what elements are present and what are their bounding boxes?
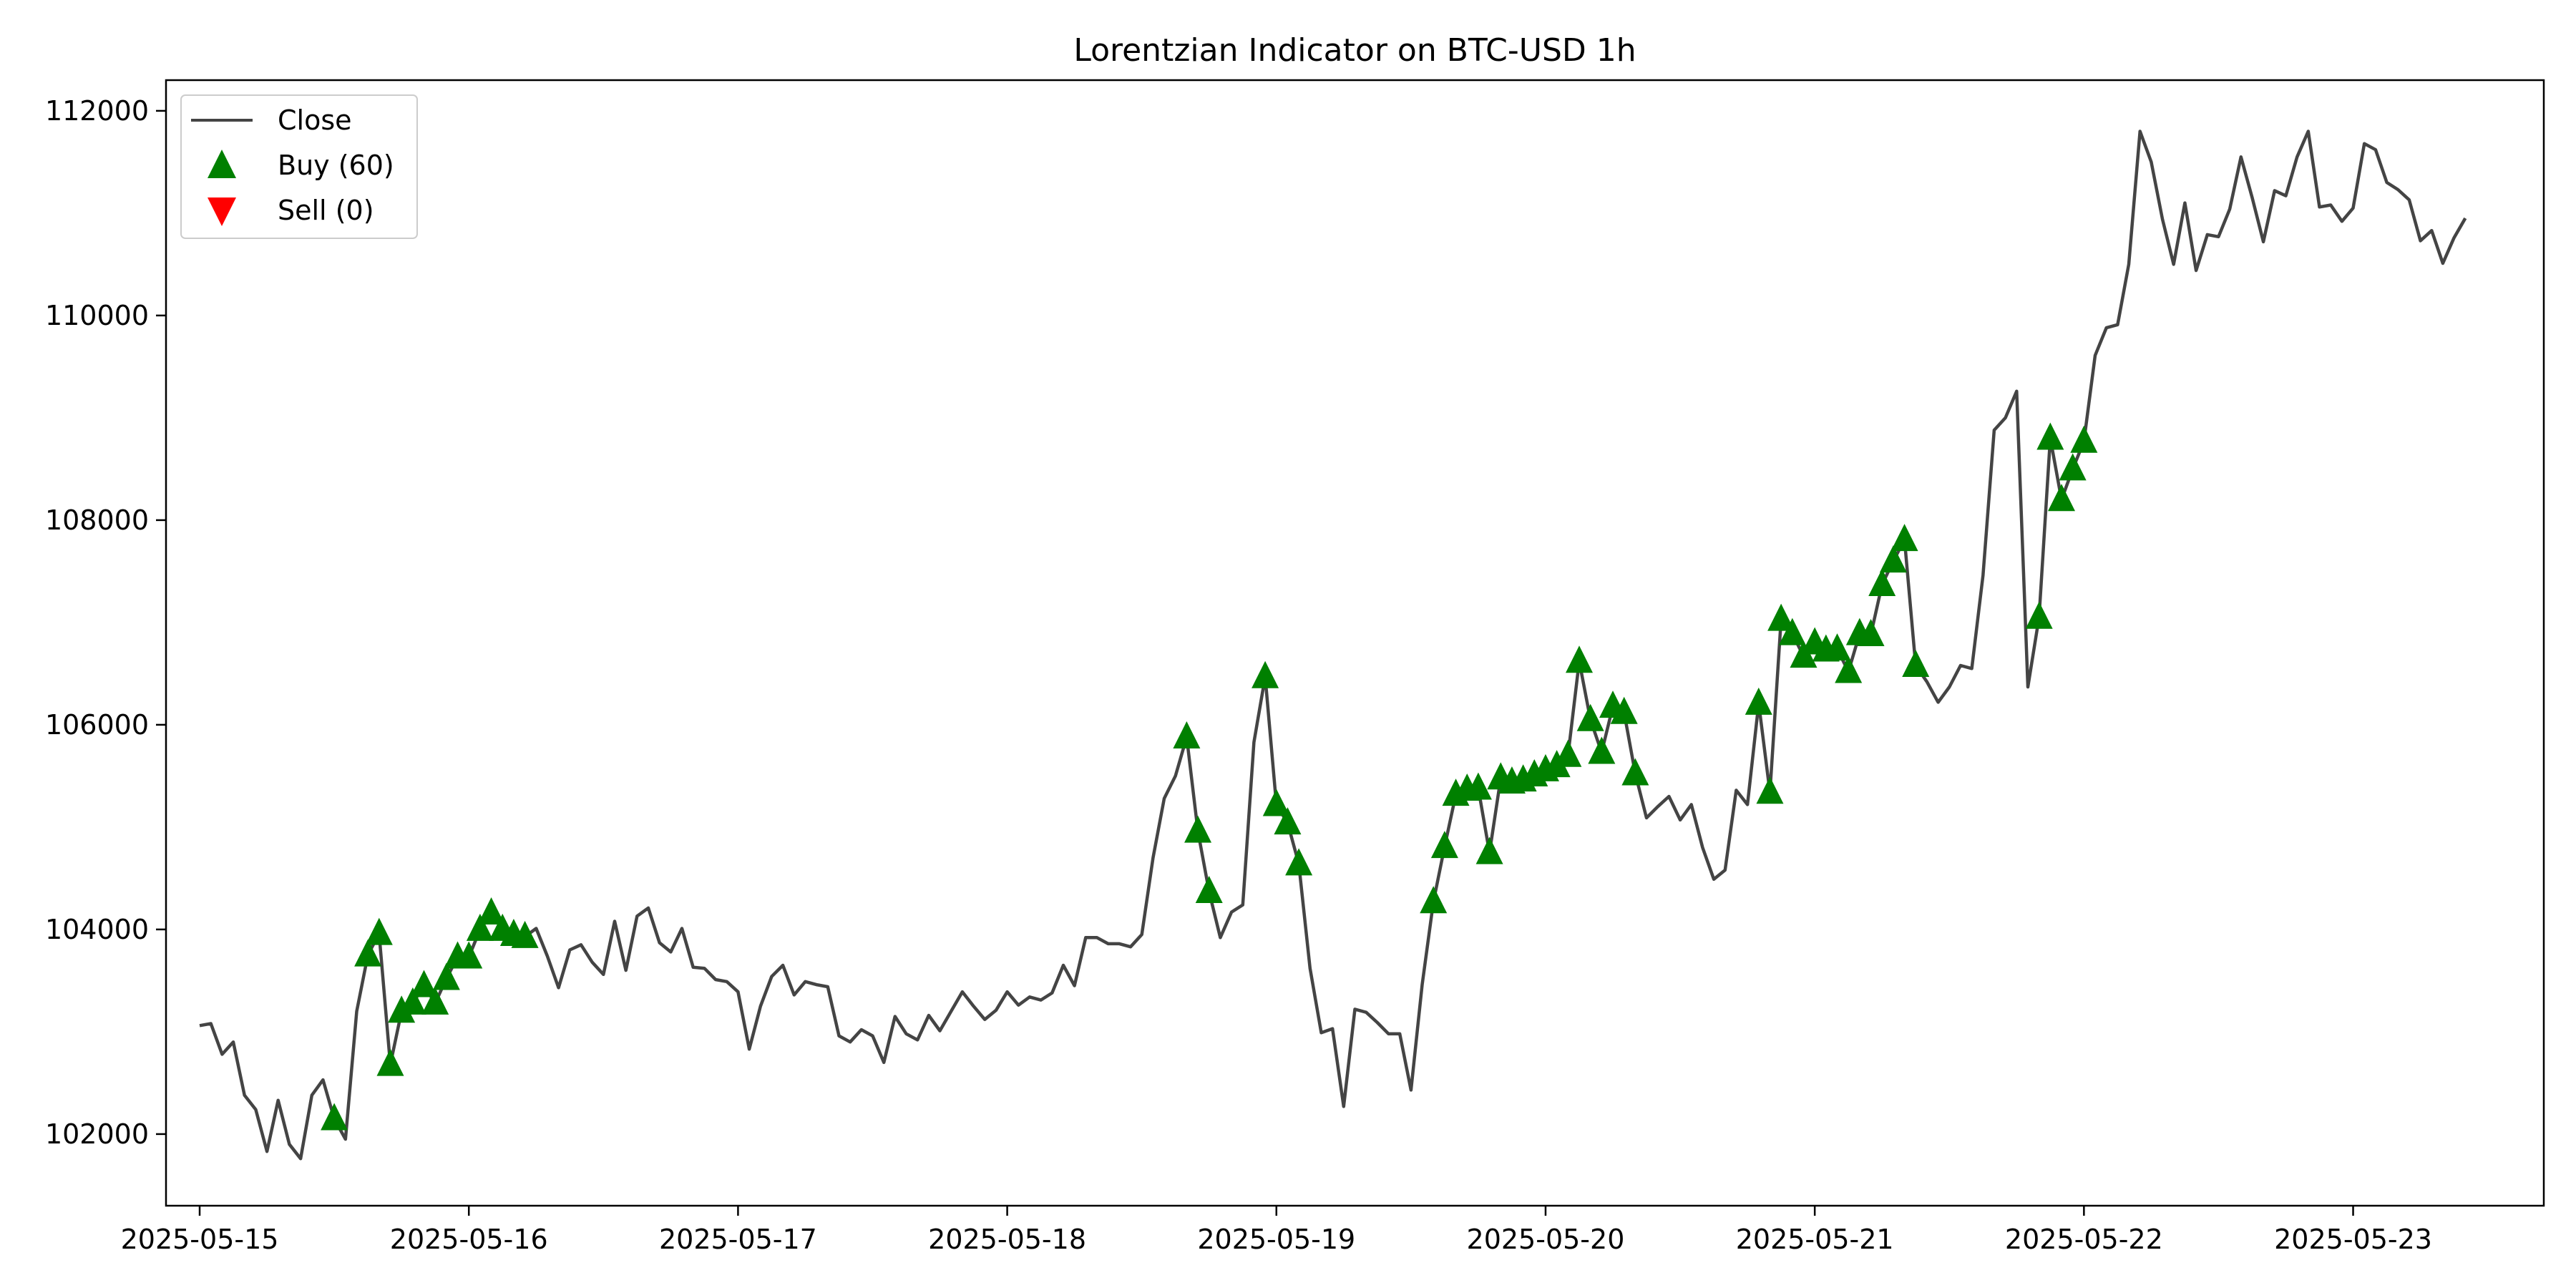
plot-area: [199, 130, 2467, 1161]
plot-frame: [165, 79, 2545, 1207]
y-tick-label: 110000: [45, 300, 149, 331]
axes: 102000 104000 106000 108000 110000 112000 2025…: [45, 79, 2545, 1255]
buy-marker: [321, 1103, 348, 1131]
x-tick-label: 2025-05-18: [928, 1224, 1086, 1255]
buy-marker: [1621, 758, 1649, 786]
buy-marker: [1902, 649, 1930, 677]
legend-buy-label: Buy (60): [278, 150, 394, 181]
buy-marker: [1285, 848, 1313, 876]
buy-marker: [1835, 655, 1863, 683]
buy-marker: [1588, 736, 1616, 764]
x-tick-label: 2025-05-23: [2274, 1224, 2432, 1255]
close-price-line: [199, 130, 2467, 1161]
chart-title: Lorentzian Indicator on BTC-USD 1h: [1073, 32, 1636, 69]
buy-marker: [1464, 772, 1492, 800]
buy-marker: [1173, 721, 1201, 749]
buy-marker: [466, 913, 494, 941]
buy-marker: [511, 920, 539, 948]
y-tick-label: 112000: [45, 95, 149, 127]
buy-marker: [1610, 696, 1638, 724]
buy-marker: [432, 962, 460, 990]
x-tick-label: 2025-05-22: [2005, 1224, 2163, 1255]
buy-marker: [455, 941, 483, 969]
buy-marker: [1756, 776, 1784, 804]
buy-marker: [1767, 603, 1795, 631]
x-tick-label: 2025-05-16: [390, 1224, 548, 1255]
buy-marker: [1857, 619, 1885, 647]
buy-marker: [399, 987, 426, 1015]
x-tick-label: 2025-05-19: [1197, 1224, 1355, 1255]
buy-marker: [1879, 545, 1907, 573]
y-tick-label: 102000: [45, 1118, 149, 1150]
legend-sell-swatch: [208, 197, 236, 226]
buy-marker: [1274, 807, 1302, 835]
buy-marker: [2047, 484, 2075, 512]
y-tick-label: 108000: [45, 504, 149, 536]
buy-marker: [421, 987, 449, 1015]
buy-marker: [477, 897, 505, 925]
buy-marker: [1252, 660, 1279, 688]
buy-marker: [410, 970, 438, 997]
x-tick-label: 2025-05-15: [121, 1224, 279, 1255]
x-tick-label: 2025-05-21: [1736, 1224, 1894, 1255]
buy-marker: [1262, 789, 1290, 816]
buy-marker: [1890, 524, 1918, 552]
x-tick-label: 2025-05-20: [1467, 1224, 1625, 1255]
buy-marker: [1420, 886, 1448, 914]
buy-marker: [1823, 633, 1851, 661]
y-tick-label: 104000: [45, 914, 149, 945]
y-tick-label: 106000: [45, 709, 149, 741]
buy-marker: [1430, 831, 1458, 859]
legend-sell-label: Sell (0): [278, 195, 374, 226]
legend-buy-swatch: [208, 150, 236, 178]
buy-marker: [388, 995, 416, 1023]
buy-marker: [2036, 422, 2064, 450]
buy-marker: [354, 939, 382, 967]
buy-marker: [1778, 618, 1806, 645]
buy-marker: [1745, 687, 1772, 715]
x-tick-label: 2025-05-17: [659, 1224, 817, 1255]
buy-marker: [1576, 703, 1604, 731]
buy-marker: [1554, 739, 1582, 767]
buy-marker: [2025, 601, 2053, 629]
legend-box: [180, 94, 418, 239]
legend-close-label: Close: [278, 104, 352, 136]
buy-marker: [1184, 815, 1212, 843]
buy-marker: [2070, 425, 2098, 453]
buy-marker: [376, 1048, 404, 1076]
buy-marker: [1195, 875, 1223, 903]
buy-marker: [1475, 836, 1503, 864]
buy-marker: [365, 917, 393, 945]
buy-marker: [1868, 568, 1896, 596]
buy-marker: [1565, 645, 1593, 673]
legend: Close Buy (60) Sell (0): [180, 94, 418, 239]
buy-marker: [2059, 453, 2087, 481]
